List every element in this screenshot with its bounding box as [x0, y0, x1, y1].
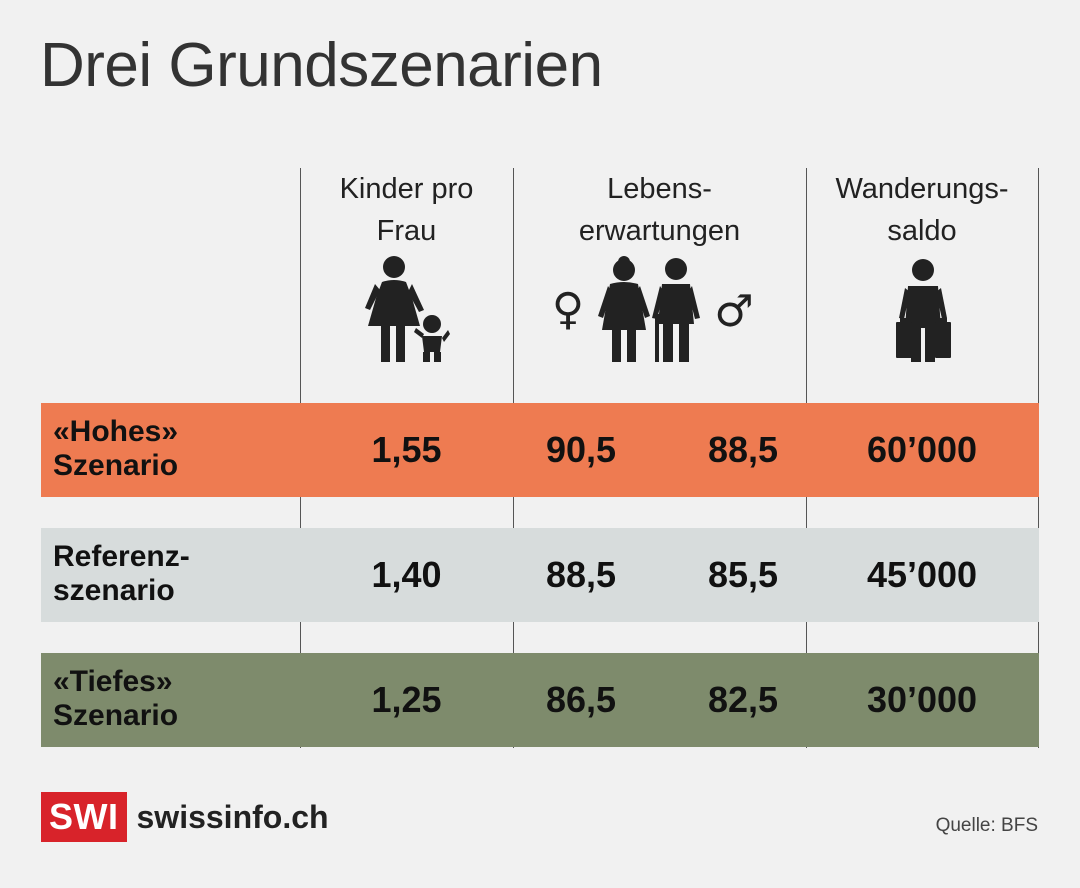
row-label: Referenz- szenario — [53, 540, 190, 607]
row-label: «Tiefes» Szenario — [53, 665, 179, 732]
cell-leben-male: 85,5 — [707, 554, 779, 595]
table-row-tiefes-szenario: «Tiefes» Szenario 1,25 86,5 82,5 30’000 — [41, 653, 1039, 747]
swi-logo-box: SWI — [41, 792, 127, 842]
cell-leben-female: 86,5 — [545, 679, 617, 720]
cell-leben-male: 82,5 — [707, 679, 779, 720]
cell-leben-male: 88,5 — [707, 429, 779, 470]
cell-leben-female: 90,5 — [545, 429, 617, 470]
column-header-kinder: Kinder pro Frau — [339, 173, 474, 247]
page-title: Drei Grundszenarien — [40, 31, 603, 100]
cell-wanderung: 60’000 — [866, 429, 978, 470]
traveler-suitcases-icon — [888, 254, 958, 371]
male-symbol-icon: ♂ — [714, 286, 753, 337]
cell-kinder: 1,25 — [371, 679, 442, 720]
cell-leben-female: 88,5 — [545, 554, 617, 595]
elderly-couple-icon: ♀ ♂ — [552, 254, 754, 371]
female-symbol-icon: ♀ — [554, 284, 584, 335]
table-row-referenzszenario: Referenz- szenario 1,40 88,5 85,5 45’000 — [41, 528, 1039, 622]
mother-child-icon — [360, 254, 450, 371]
column-header-lebenserwartungen: Lebens- erwartungen — [578, 173, 741, 247]
brand-name: swissinfo.ch — [136, 798, 329, 835]
cell-wanderung: 30’000 — [866, 679, 978, 720]
cell-kinder: 1,40 — [371, 554, 442, 595]
table-row-hohes-szenario: «Hohes» Szenario 1,55 90,5 88,5 60’000 — [41, 403, 1039, 497]
cell-kinder: 1,55 — [371, 429, 442, 470]
source-note: Quelle: BFS — [935, 815, 1038, 836]
swissinfo-logo: SWI swissinfo.ch — [41, 792, 329, 842]
row-label: «Hohes» Szenario — [53, 415, 179, 482]
column-header-wanderungssaldo: Wanderungs- saldo — [835, 173, 1009, 247]
cell-wanderung: 45’000 — [866, 554, 978, 595]
